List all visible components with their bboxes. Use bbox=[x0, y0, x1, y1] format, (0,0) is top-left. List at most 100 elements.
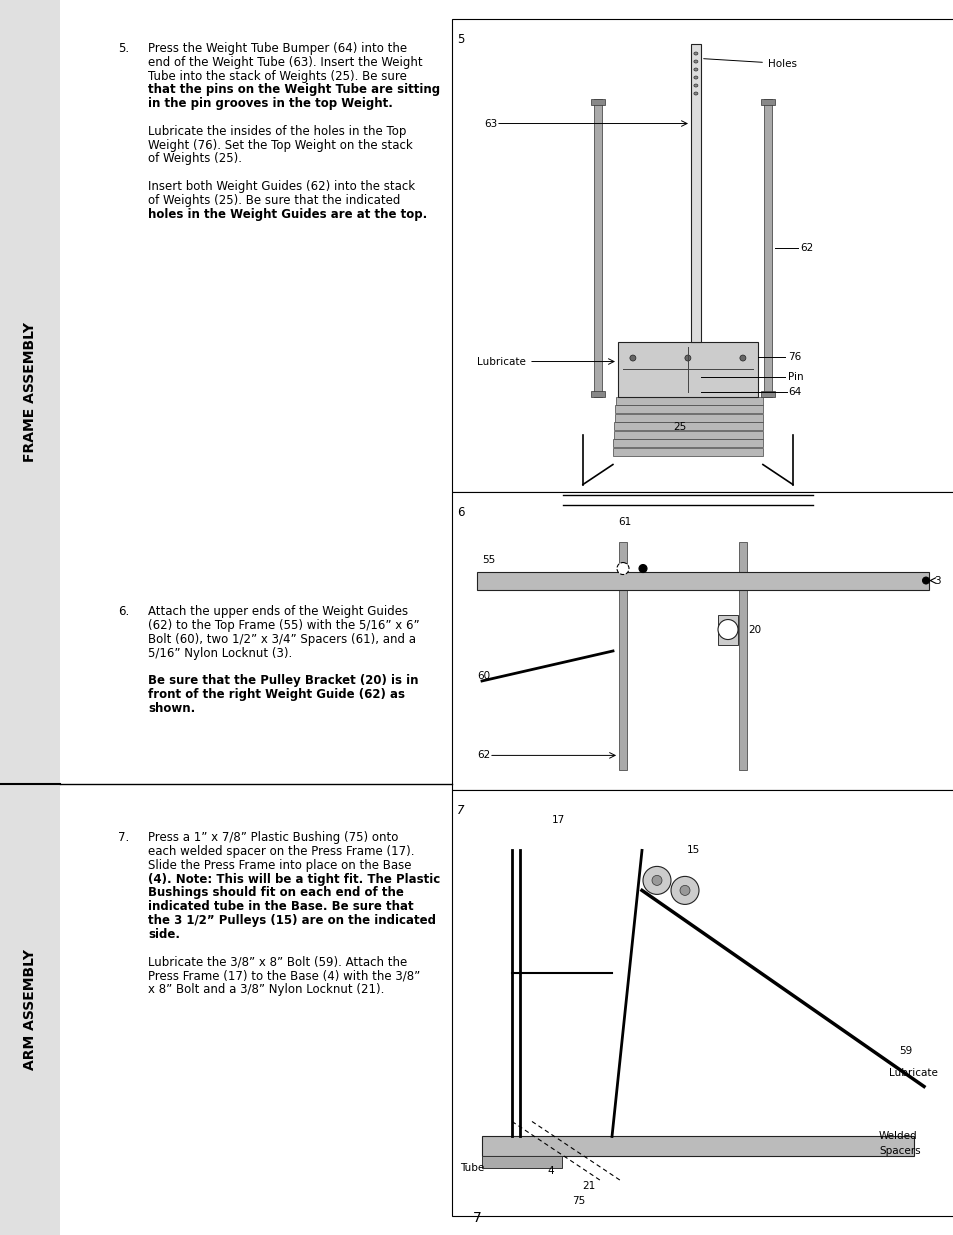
Text: 7: 7 bbox=[456, 804, 464, 818]
Text: 7: 7 bbox=[472, 1212, 481, 1225]
Text: 76: 76 bbox=[787, 352, 801, 362]
Bar bbox=[618, 541, 626, 771]
Text: Press a 1” x 7/8” Plastic Bushing (75) onto: Press a 1” x 7/8” Plastic Bushing (75) o… bbox=[148, 831, 398, 845]
Text: 62: 62 bbox=[799, 242, 812, 252]
Ellipse shape bbox=[693, 52, 698, 56]
Bar bbox=[590, 390, 604, 396]
Text: each welded spacer on the Press Frame (17).: each welded spacer on the Press Frame (1… bbox=[148, 845, 414, 858]
Text: in the pin grooves in the top Weight.: in the pin grooves in the top Weight. bbox=[148, 98, 393, 110]
Text: indicated tube in the Base. Be sure that: indicated tube in the Base. Be sure that bbox=[148, 900, 414, 913]
Text: 60: 60 bbox=[476, 671, 490, 680]
Ellipse shape bbox=[693, 93, 698, 95]
Text: 21: 21 bbox=[581, 1182, 595, 1192]
Text: 59: 59 bbox=[898, 1046, 911, 1056]
Text: shown.: shown. bbox=[148, 701, 195, 715]
Bar bbox=[613, 431, 762, 438]
Bar bbox=[481, 1136, 913, 1156]
Bar bbox=[452, 19, 953, 492]
Bar bbox=[0, 0, 60, 1235]
Text: Spacers: Spacers bbox=[878, 1146, 920, 1156]
Bar bbox=[615, 396, 762, 405]
Text: Bolt (60), two 1/2” x 3/4” Spacers (61), and a: Bolt (60), two 1/2” x 3/4” Spacers (61),… bbox=[148, 632, 416, 646]
Bar bbox=[739, 541, 746, 771]
Text: 4: 4 bbox=[546, 1167, 553, 1177]
Text: Holes: Holes bbox=[703, 58, 796, 68]
Text: Lubricate: Lubricate bbox=[476, 357, 525, 367]
Text: Insert both Weight Guides (62) into the stack: Insert both Weight Guides (62) into the … bbox=[148, 180, 415, 193]
Bar bbox=[718, 615, 738, 645]
Text: Pin: Pin bbox=[787, 372, 802, 382]
Ellipse shape bbox=[693, 77, 698, 79]
Bar bbox=[481, 1156, 561, 1168]
Text: 7.: 7. bbox=[118, 831, 129, 845]
Text: Press Frame (17) to the Base (4) with the 3/8”: Press Frame (17) to the Base (4) with th… bbox=[148, 969, 420, 982]
Text: holes in the Weight Guides are at the top.: holes in the Weight Guides are at the to… bbox=[148, 207, 427, 221]
Circle shape bbox=[922, 577, 928, 584]
Circle shape bbox=[740, 354, 745, 361]
Bar bbox=[614, 422, 762, 430]
Circle shape bbox=[629, 354, 636, 361]
Text: Tube: Tube bbox=[459, 1163, 484, 1173]
Text: 62: 62 bbox=[476, 751, 490, 761]
Text: Lubricate the insides of the holes in the Top: Lubricate the insides of the holes in th… bbox=[148, 125, 406, 138]
Text: 75: 75 bbox=[572, 1197, 584, 1207]
Bar bbox=[690, 43, 700, 342]
Text: Slide the Press Frame into place on the Base: Slide the Press Frame into place on the … bbox=[148, 858, 411, 872]
Bar bbox=[760, 390, 774, 396]
Text: side.: side. bbox=[148, 927, 180, 941]
Circle shape bbox=[718, 620, 738, 640]
Circle shape bbox=[642, 867, 670, 894]
Text: of Weights (25).: of Weights (25). bbox=[148, 152, 242, 165]
Text: (4). Note: This will be a tight fit. The Plastic: (4). Note: This will be a tight fit. The… bbox=[148, 873, 439, 885]
Text: 3: 3 bbox=[933, 576, 940, 585]
Text: 5/16” Nylon Locknut (3).: 5/16” Nylon Locknut (3). bbox=[148, 647, 292, 659]
Bar bbox=[760, 99, 774, 105]
Circle shape bbox=[617, 562, 628, 574]
Text: 15: 15 bbox=[686, 846, 700, 856]
Text: 55: 55 bbox=[481, 555, 495, 564]
Circle shape bbox=[684, 354, 690, 361]
Text: Lubricate the 3/8” x 8” Bolt (59). Attach the: Lubricate the 3/8” x 8” Bolt (59). Attac… bbox=[148, 956, 407, 968]
Bar bbox=[590, 99, 604, 105]
Text: the 3 1/2” Pulleys (15) are on the indicated: the 3 1/2” Pulleys (15) are on the indic… bbox=[148, 914, 436, 927]
Text: end of the Weight Tube (63). Insert the Weight: end of the Weight Tube (63). Insert the … bbox=[148, 56, 422, 69]
Text: Be sure that the Pulley Bracket (20) is in: Be sure that the Pulley Bracket (20) is … bbox=[148, 674, 418, 687]
Text: ARM ASSEMBLY: ARM ASSEMBLY bbox=[23, 950, 37, 1070]
Text: x 8” Bolt and a 3/8” Nylon Locknut (21).: x 8” Bolt and a 3/8” Nylon Locknut (21). bbox=[148, 983, 384, 995]
Circle shape bbox=[639, 564, 646, 573]
Text: 20: 20 bbox=[747, 625, 760, 635]
Bar bbox=[594, 99, 601, 396]
Text: Bushings should fit on each end of the: Bushings should fit on each end of the bbox=[148, 887, 403, 899]
Text: 25: 25 bbox=[673, 421, 686, 431]
Text: 6: 6 bbox=[456, 505, 464, 519]
Bar bbox=[476, 572, 928, 589]
Ellipse shape bbox=[693, 84, 698, 86]
Bar bbox=[612, 448, 762, 456]
Ellipse shape bbox=[693, 68, 698, 72]
Bar bbox=[614, 414, 762, 421]
Ellipse shape bbox=[693, 61, 698, 63]
Text: of Weights (25). Be sure that the indicated: of Weights (25). Be sure that the indica… bbox=[148, 194, 400, 206]
Text: (62) to the Top Frame (55) with the 5/16” x 6”: (62) to the Top Frame (55) with the 5/16… bbox=[148, 619, 419, 632]
Bar bbox=[615, 405, 762, 414]
Bar bbox=[452, 492, 953, 790]
Text: that the pins on the Weight Tube are sitting: that the pins on the Weight Tube are sit… bbox=[148, 84, 439, 96]
Circle shape bbox=[679, 885, 689, 895]
Text: 6.: 6. bbox=[118, 605, 129, 619]
Text: Press the Weight Tube Bumper (64) into the: Press the Weight Tube Bumper (64) into t… bbox=[148, 42, 407, 56]
Text: 17: 17 bbox=[552, 815, 565, 825]
Text: FRAME ASSEMBLY: FRAME ASSEMBLY bbox=[23, 322, 37, 462]
Bar bbox=[613, 440, 762, 447]
Circle shape bbox=[651, 876, 661, 885]
Text: Tube into the stack of Weights (25). Be sure: Tube into the stack of Weights (25). Be … bbox=[148, 69, 406, 83]
Text: 63: 63 bbox=[483, 119, 497, 128]
Bar bbox=[618, 342, 757, 396]
Text: front of the right Weight Guide (62) as: front of the right Weight Guide (62) as bbox=[148, 688, 405, 701]
Bar bbox=[452, 790, 953, 1216]
Text: Weight (76). Set the Top Weight on the stack: Weight (76). Set the Top Weight on the s… bbox=[148, 138, 413, 152]
Text: 5.: 5. bbox=[118, 42, 129, 56]
Text: 5: 5 bbox=[456, 32, 464, 46]
Bar bbox=[763, 99, 771, 396]
Text: Welded: Welded bbox=[878, 1131, 917, 1141]
Circle shape bbox=[670, 877, 699, 904]
